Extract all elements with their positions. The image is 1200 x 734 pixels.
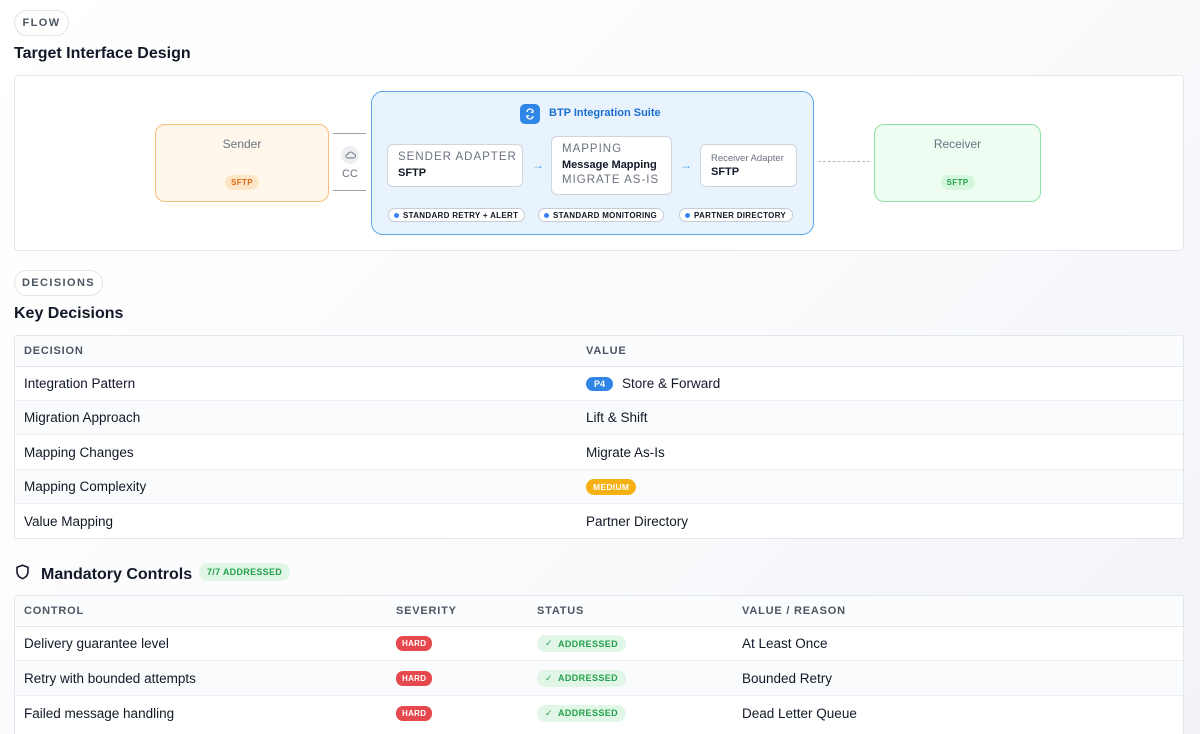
cloud-connector-icon bbox=[341, 146, 359, 164]
decisions-table-header: DECISION VALUE bbox=[15, 336, 1183, 367]
severity-badge: HARD bbox=[396, 636, 433, 651]
controls-table: CONTROL SEVERITY STATUS VALUE / REASON D… bbox=[14, 595, 1184, 734]
table-row: Failed message handling HARD ✓ ADDRESSED … bbox=[15, 696, 1183, 730]
chip-dot-icon bbox=[685, 212, 690, 218]
value-cell: Partner Directory bbox=[586, 513, 689, 529]
receiver-adapter-caption: Receiver Adapter bbox=[711, 153, 784, 164]
table-row: Mapping Changes Migrate As-Is bbox=[15, 435, 1183, 470]
status-badge: ✓ ADDRESSED bbox=[537, 704, 627, 722]
sender-protocol-tag: SFTP bbox=[224, 175, 260, 190]
chip-monitoring: STANDARD MONITORING bbox=[538, 208, 665, 222]
arrow-right-icon: → bbox=[680, 158, 692, 172]
table-row: Value Mapping Partner Directory bbox=[15, 504, 1183, 538]
value-cell: Lift & Shift bbox=[586, 410, 648, 425]
controls-title: Mandatory Controls bbox=[41, 566, 193, 583]
decision-cell: Migration Approach bbox=[24, 410, 141, 425]
flow-title: Target Interface Design bbox=[14, 45, 191, 62]
shield-icon bbox=[15, 564, 30, 585]
status-cell: ✓ ADDRESSED bbox=[537, 696, 627, 730]
table-row: Integration Pattern P4 Store & Forward bbox=[15, 367, 1183, 401]
chip-retry: STANDARD RETRY + ALERT bbox=[388, 208, 526, 222]
arrow-right-icon: → bbox=[532, 158, 544, 172]
mapping-card[interactable]: MAPPING Message Mapping MIGRATE AS-IS bbox=[551, 136, 672, 195]
sender-adapter-caption: SENDER ADAPTER bbox=[398, 151, 517, 163]
decision-cell: Mapping Changes bbox=[24, 444, 134, 460]
receiver-node[interactable]: Receiver SFTP bbox=[874, 124, 1041, 202]
value-cell: Migrate As-Is bbox=[586, 444, 665, 460]
value-cell: P4 Store & Forward bbox=[586, 367, 720, 400]
value-reason-cell: At Least Once bbox=[742, 636, 828, 651]
status-cell: ✓ ADDRESSED bbox=[537, 627, 627, 660]
sender-name: Sender bbox=[222, 137, 262, 151]
chip-dot-icon bbox=[394, 212, 399, 218]
receiver-protocol-tag: SFTP bbox=[940, 175, 975, 190]
controls-table-header: CONTROL SEVERITY STATUS VALUE / REASON bbox=[15, 596, 1183, 627]
decisions-title: Key Decisions bbox=[14, 305, 124, 322]
chip-partner-directory: PARTNER DIRECTORY bbox=[679, 208, 794, 222]
column-header-status: STATUS bbox=[537, 605, 585, 617]
decision-cell: Integration Pattern bbox=[24, 376, 136, 391]
value-reason-cell: Dead Letter Queue bbox=[742, 705, 857, 721]
control-cell: Delivery guarantee level bbox=[24, 636, 169, 651]
column-header-value: VALUE bbox=[586, 345, 627, 357]
sender-node[interactable]: Sender SFTP bbox=[155, 124, 329, 202]
check-icon: ✓ bbox=[545, 672, 553, 683]
severity-cell: HARD bbox=[396, 696, 433, 730]
column-header-decision: DECISION bbox=[24, 345, 84, 357]
table-row: Mapping Complexity MEDIUM bbox=[15, 470, 1183, 504]
column-header-control: CONTROL bbox=[24, 605, 84, 617]
severity-cell: HARD bbox=[396, 627, 433, 660]
decision-cell: Mapping Complexity bbox=[24, 479, 147, 494]
control-cell: Retry with bounded attempts bbox=[24, 670, 196, 686]
sender-adapter-card[interactable]: SENDER ADAPTER SFTP bbox=[387, 144, 523, 187]
connector-line-bottom bbox=[333, 190, 366, 191]
table-row: Retry with bounded attempts HARD ✓ ADDRES… bbox=[15, 661, 1183, 696]
column-header-severity: SEVERITY bbox=[396, 605, 457, 617]
value-reason-cell: Bounded Retry bbox=[742, 670, 833, 686]
table-row: Migration Approach Lift & Shift bbox=[15, 401, 1183, 435]
receiver-adapter-card[interactable]: Receiver Adapter SFTP bbox=[700, 144, 797, 187]
cloud-connector-label: CC bbox=[342, 168, 358, 180]
mapping-value: Message Mapping bbox=[562, 159, 657, 171]
receiver-name: Receiver bbox=[933, 137, 982, 151]
status-badge: ✓ ADDRESSED bbox=[537, 669, 627, 687]
section-label-flow: FLOW bbox=[14, 10, 69, 36]
sender-adapter-value: SFTP bbox=[398, 167, 427, 179]
integration-suite-icon bbox=[520, 104, 540, 124]
mapping-note: MIGRATE AS-IS bbox=[562, 174, 660, 186]
receiver-adapter-value: SFTP bbox=[711, 166, 740, 178]
decisions-table: DECISION VALUE Integration Pattern P4 St… bbox=[14, 335, 1184, 539]
value-cell: MEDIUM bbox=[586, 470, 637, 503]
status-badge: ✓ ADDRESSED bbox=[537, 635, 627, 652]
table-row: Delivery guarantee level HARD ✓ ADDRESSED… bbox=[15, 627, 1183, 661]
receiver-connector-line bbox=[818, 161, 870, 162]
mapping-caption: MAPPING bbox=[562, 143, 623, 155]
section-label-decisions: DECISIONS bbox=[14, 270, 103, 296]
decision-cell: Value Mapping bbox=[24, 513, 114, 529]
controls-count-badge: 7/7 ADDRESSED bbox=[199, 563, 291, 581]
control-cell: Failed message handling bbox=[24, 705, 175, 721]
severity-cell: HARD bbox=[396, 661, 433, 695]
severity-badge: HARD bbox=[396, 670, 433, 686]
connector-line-top bbox=[333, 133, 366, 134]
check-icon: ✓ bbox=[545, 707, 553, 718]
pattern-badge: P4 bbox=[586, 376, 614, 391]
severity-badge: HARD bbox=[396, 705, 433, 721]
complexity-badge: MEDIUM bbox=[586, 478, 637, 495]
column-header-value-reason: VALUE / REASON bbox=[742, 605, 846, 617]
integration-suite-title: BTP Integration Suite bbox=[549, 107, 661, 119]
check-icon: ✓ bbox=[545, 638, 553, 648]
chip-dot-icon bbox=[544, 212, 549, 218]
status-cell: ✓ ADDRESSED bbox=[537, 661, 627, 695]
